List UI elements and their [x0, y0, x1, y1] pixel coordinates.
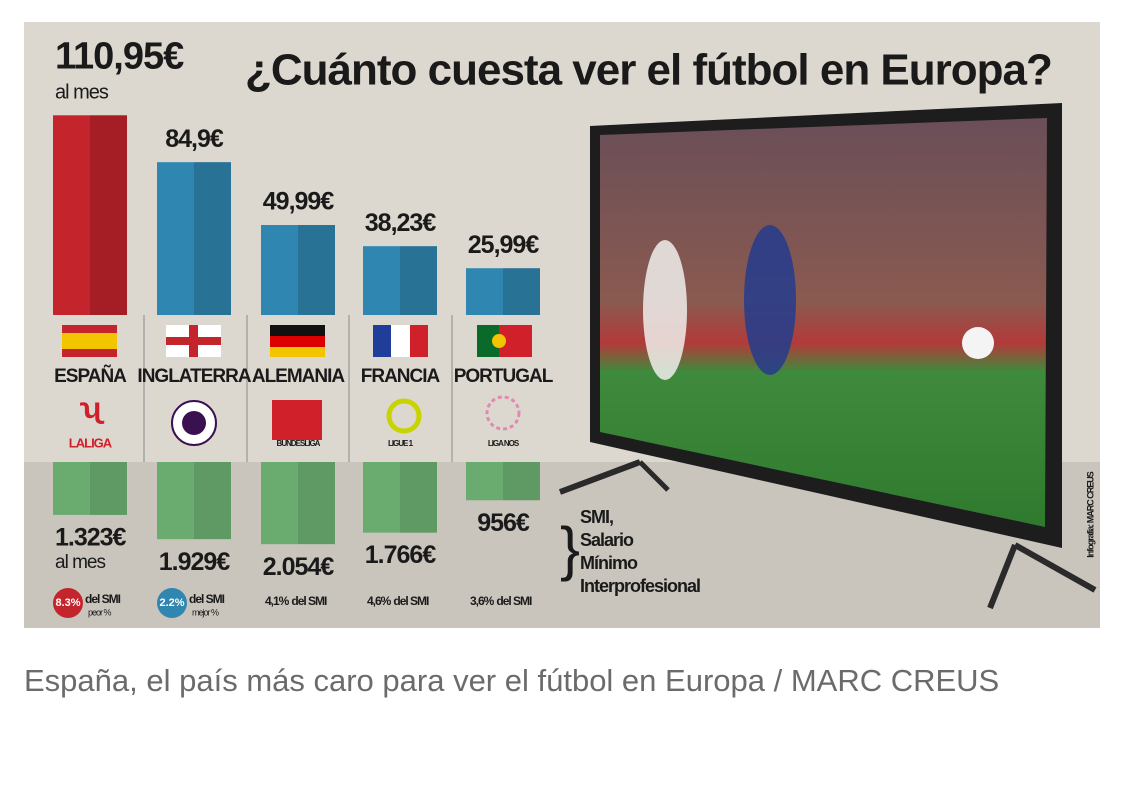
- tv: [558, 103, 1097, 610]
- price-label: 84,9€: [165, 125, 224, 153]
- country-label: INGLATERRA: [137, 366, 251, 387]
- smi-bar: [261, 462, 335, 545]
- bar-shade: [400, 246, 437, 315]
- bar-shade: [503, 268, 540, 315]
- bar-shade: [298, 462, 335, 545]
- country-label: PORTUGAL: [454, 366, 554, 387]
- caption: España, el país más caro para ver el fút…: [24, 663, 1000, 698]
- share-suffix: del SMI: [496, 594, 532, 608]
- bar-shade: [90, 115, 127, 315]
- smi-bar: [363, 462, 437, 533]
- share-note: mejor %: [192, 607, 219, 617]
- price-bar: [157, 162, 231, 315]
- share-badge: [53, 588, 83, 618]
- smi-label: 2.054€: [263, 553, 335, 581]
- smi-label: 1.766€: [365, 541, 437, 569]
- price-label: 49,99€: [263, 188, 335, 216]
- price-bar: [261, 225, 335, 315]
- credit: Infografía: MARC CREUS: [1085, 471, 1095, 557]
- country-label: ESPAÑA: [54, 365, 127, 387]
- legend-text: SMI,: [580, 507, 613, 527]
- smi-label: 1.323€: [55, 524, 127, 552]
- bar-shade: [503, 462, 540, 501]
- smi-bar: [53, 462, 127, 515]
- share-suffix: del SMI: [189, 592, 225, 606]
- country-label: ALEMANIA: [252, 366, 346, 387]
- price-label: 110,95€: [55, 35, 184, 77]
- share-label: 4,6%: [367, 594, 392, 608]
- smi-bar: [157, 462, 231, 540]
- share-note: peor %: [88, 607, 112, 617]
- bar-shade: [194, 462, 231, 540]
- share-label: 4,1%: [265, 594, 290, 608]
- legend-bracket: }: [560, 515, 579, 582]
- bar-shade: [90, 462, 127, 515]
- price-label: 25,99€: [468, 231, 540, 259]
- smi-label: 1.929€: [159, 548, 231, 576]
- flags: [62, 325, 532, 357]
- price-bar: [53, 115, 127, 315]
- legend-text: Mínimo: [580, 553, 638, 573]
- league-label: LIGA NOS: [488, 439, 520, 448]
- share-suffix: del SMI: [85, 592, 121, 606]
- legend-text: Salario: [580, 530, 634, 550]
- column-dividers: [143, 315, 453, 462]
- bar-shade: [194, 162, 231, 315]
- share-label: 3,6%: [470, 594, 495, 608]
- share-label: 8.3%: [55, 597, 80, 609]
- league-label: BUNDESLIGA: [277, 439, 321, 448]
- share-suffix: del SMI: [393, 594, 429, 608]
- chart-title: ¿Cuánto cuesta ver el fútbol en Europa?: [245, 46, 1052, 95]
- share-suffix: del SMI: [291, 594, 327, 608]
- country-label: FRANCIA: [361, 366, 441, 387]
- smi-bar: [466, 462, 540, 501]
- bar-shade: [400, 462, 437, 533]
- price-bar: [466, 268, 540, 315]
- smi-label: 956€: [477, 509, 530, 537]
- unit-note: al mes: [55, 552, 105, 573]
- price-bar: [363, 246, 437, 315]
- infographic: ¿Cuánto cuesta ver el fútbol en Europa? …: [24, 22, 1100, 628]
- bar-shade: [298, 225, 335, 315]
- price-label: 38,23€: [365, 209, 437, 237]
- league-label: LIGUE 1: [388, 439, 414, 448]
- league-label: LALIGA: [69, 435, 113, 450]
- share-badge: [157, 588, 187, 618]
- unit-note: al mes: [55, 82, 109, 104]
- share-label: 2.2%: [159, 597, 184, 609]
- legend-text: Interprofesional: [580, 576, 700, 596]
